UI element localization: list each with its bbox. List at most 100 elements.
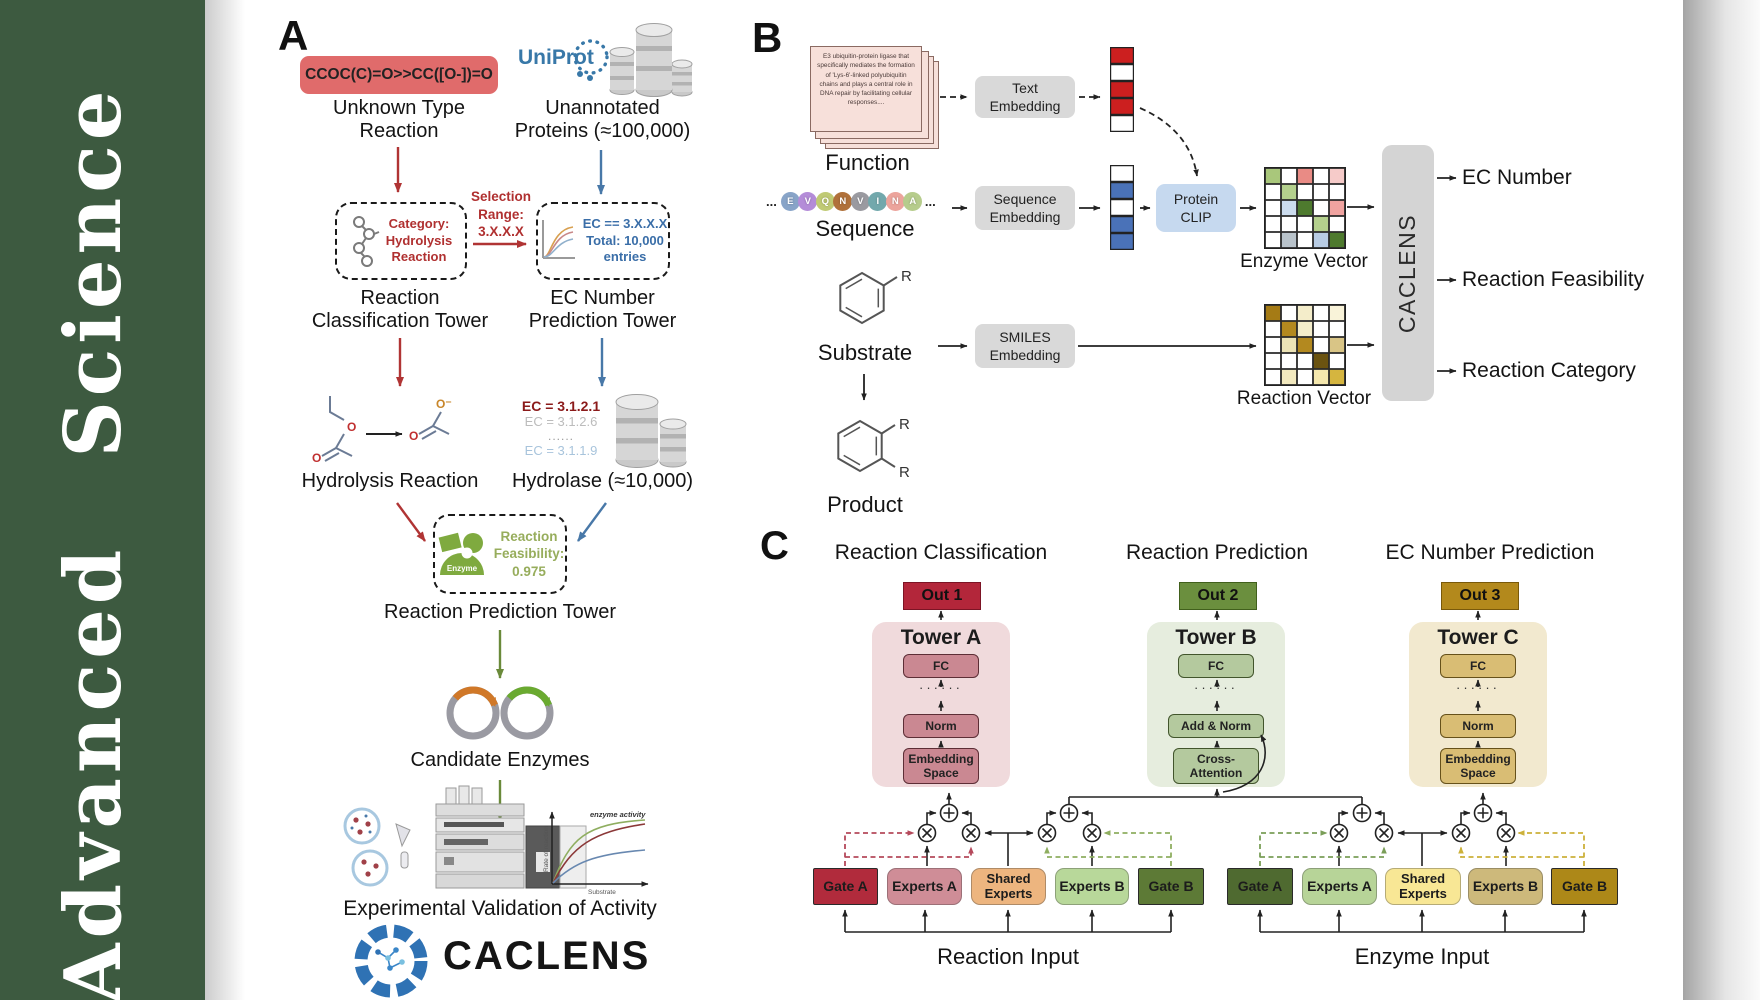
text-embedding-box: Text Embedding	[975, 76, 1075, 118]
svg-text:R: R	[901, 268, 912, 285]
cell	[1265, 321, 1281, 337]
cell	[1313, 369, 1329, 385]
enzyme-input-label: Enzyme Input	[1354, 944, 1490, 969]
svg-text:O: O	[312, 451, 321, 465]
ec-prediction-node: EC == 3.X.X.X Total: 10,000 entries	[536, 202, 670, 280]
line: Shared	[986, 871, 1031, 887]
header-reaction-prediction: Reaction Prediction	[1125, 541, 1309, 564]
cell	[1297, 216, 1313, 232]
cell	[1297, 168, 1313, 184]
cell	[1329, 168, 1345, 184]
tower-c: Tower C FC ······ Norm Embedding Space	[1409, 622, 1547, 787]
line: Experts	[1399, 885, 1447, 901]
cell	[1110, 182, 1134, 199]
tower-a-norm: Norm	[903, 714, 979, 738]
cell	[1297, 369, 1313, 385]
tower-a-title: Tower A	[900, 626, 982, 649]
molecule-squiggle-icon	[352, 216, 380, 267]
line: Embedding	[908, 751, 974, 766]
hplc-instrument-icon	[435, 785, 587, 889]
cell	[1313, 321, 1329, 337]
caclens-logo-icon	[354, 924, 428, 998]
reaction-vector-matrix	[1264, 304, 1346, 386]
cell	[1265, 369, 1281, 385]
ec-item: EC = 3.1.2.1	[521, 398, 601, 414]
line: Sequence	[993, 190, 1057, 207]
line: Embedding	[1445, 751, 1511, 766]
line: CLIP	[1180, 209, 1212, 225]
tower-a-dots: ······	[919, 680, 963, 695]
tower-b-fc: FC	[1178, 654, 1254, 678]
tower-b-add-norm: Add & Norm	[1168, 714, 1264, 738]
line: Unknown Type	[333, 97, 465, 119]
panel-b-arrows	[861, 94, 1457, 401]
cell	[1329, 216, 1345, 232]
enzyme-gate-a: Gate A	[1227, 868, 1293, 905]
line: Attention	[1189, 766, 1243, 780]
residue-circle: Q	[815, 192, 835, 211]
ec-item: ......	[547, 429, 574, 443]
tower-c-title: Tower C	[1437, 626, 1519, 649]
sequence-caption: Sequence	[815, 216, 915, 241]
journal-title: Advanced Science	[48, 85, 139, 1000]
enzyme-icon: Enzyme	[438, 532, 484, 575]
residue-circle: V	[798, 192, 818, 211]
unknown-reaction-caption: Unknown Type Reaction	[300, 97, 498, 143]
panel-b-label: B	[752, 14, 783, 61]
line: 3.X.X.X	[478, 224, 524, 240]
classification-tower-caption: Reaction Classification Tower	[300, 287, 500, 333]
ellipsis: ...	[766, 194, 777, 209]
substrate-caption: Substrate	[817, 340, 913, 365]
function-cards: E3 ubiquitin-protein ligase that specifi…	[810, 46, 945, 151]
hydrolase-caption: Hydrolase (≈10,000)	[511, 470, 694, 492]
ec-tower-caption: EC Number Prediction Tower	[505, 287, 700, 333]
category-text: Category: Hydrolysis Reaction	[386, 216, 452, 267]
cell	[1265, 305, 1281, 321]
line: entries	[603, 249, 647, 265]
enzyme-gate-b: Gate B	[1551, 868, 1618, 905]
residue-circle: V	[850, 192, 870, 211]
output-reaction-feasibility: Reaction Feasibility	[1462, 268, 1645, 291]
header-reaction-classification: Reaction Classification	[834, 541, 1048, 564]
cell	[1297, 184, 1313, 200]
cell	[1329, 321, 1345, 337]
cell	[1110, 233, 1134, 250]
cell	[1329, 369, 1345, 385]
journal-sidebar: Advanced Science	[0, 0, 205, 1000]
reaction-classification-node: Category: Hydrolysis Reaction	[335, 202, 467, 280]
page-edge-shadow-left	[205, 0, 245, 1000]
cell	[1281, 232, 1297, 248]
substrate-molecule	[839, 271, 898, 325]
cell	[1313, 353, 1329, 369]
reaction-smiles-box: CCOC(C)=O>>CC([O-])=O	[300, 56, 498, 94]
selection-range-label: Selection Range: 3.X.X.X	[468, 188, 534, 241]
svg-text:Enzyme: Enzyme	[447, 564, 478, 573]
enzyme-experts-a: Experts A	[1302, 868, 1377, 905]
reaction-gate-b: Gate B	[1138, 868, 1204, 905]
cell	[1297, 353, 1313, 369]
prediction-tower-caption: Reaction Prediction Tower	[384, 601, 616, 623]
reaction-experts-b: Experts B	[1055, 868, 1129, 905]
cell	[1313, 184, 1329, 200]
cell	[1110, 115, 1134, 132]
reaction-gate-a: Gate A	[813, 868, 878, 905]
svg-text:Substrate: Substrate	[588, 889, 616, 896]
candidate-enzymes-caption: Candidate Enzymes	[410, 749, 590, 771]
reaction-experts-a: Experts A	[887, 868, 962, 905]
line: Classification Tower	[311, 310, 489, 332]
tower-a-fc: FC	[903, 654, 979, 678]
function-caption: Function	[825, 150, 910, 175]
hydrolysis-caption: Hydrolysis Reaction	[301, 470, 479, 492]
cell	[1265, 200, 1281, 216]
cell	[1110, 98, 1134, 115]
line: Embedding	[989, 347, 1061, 363]
line: Reaction	[500, 528, 558, 544]
svg-text:R: R	[899, 416, 910, 433]
out2-box: Out 2	[1179, 582, 1257, 610]
line: Protein	[1173, 190, 1219, 207]
line: Category:	[388, 215, 450, 231]
validation-caption: Experimental Validation of Activity	[343, 897, 657, 920]
product-molecule	[837, 419, 896, 473]
tower-c-embedding: Embedding Space	[1440, 748, 1516, 784]
svg-text:R: R	[899, 464, 910, 481]
